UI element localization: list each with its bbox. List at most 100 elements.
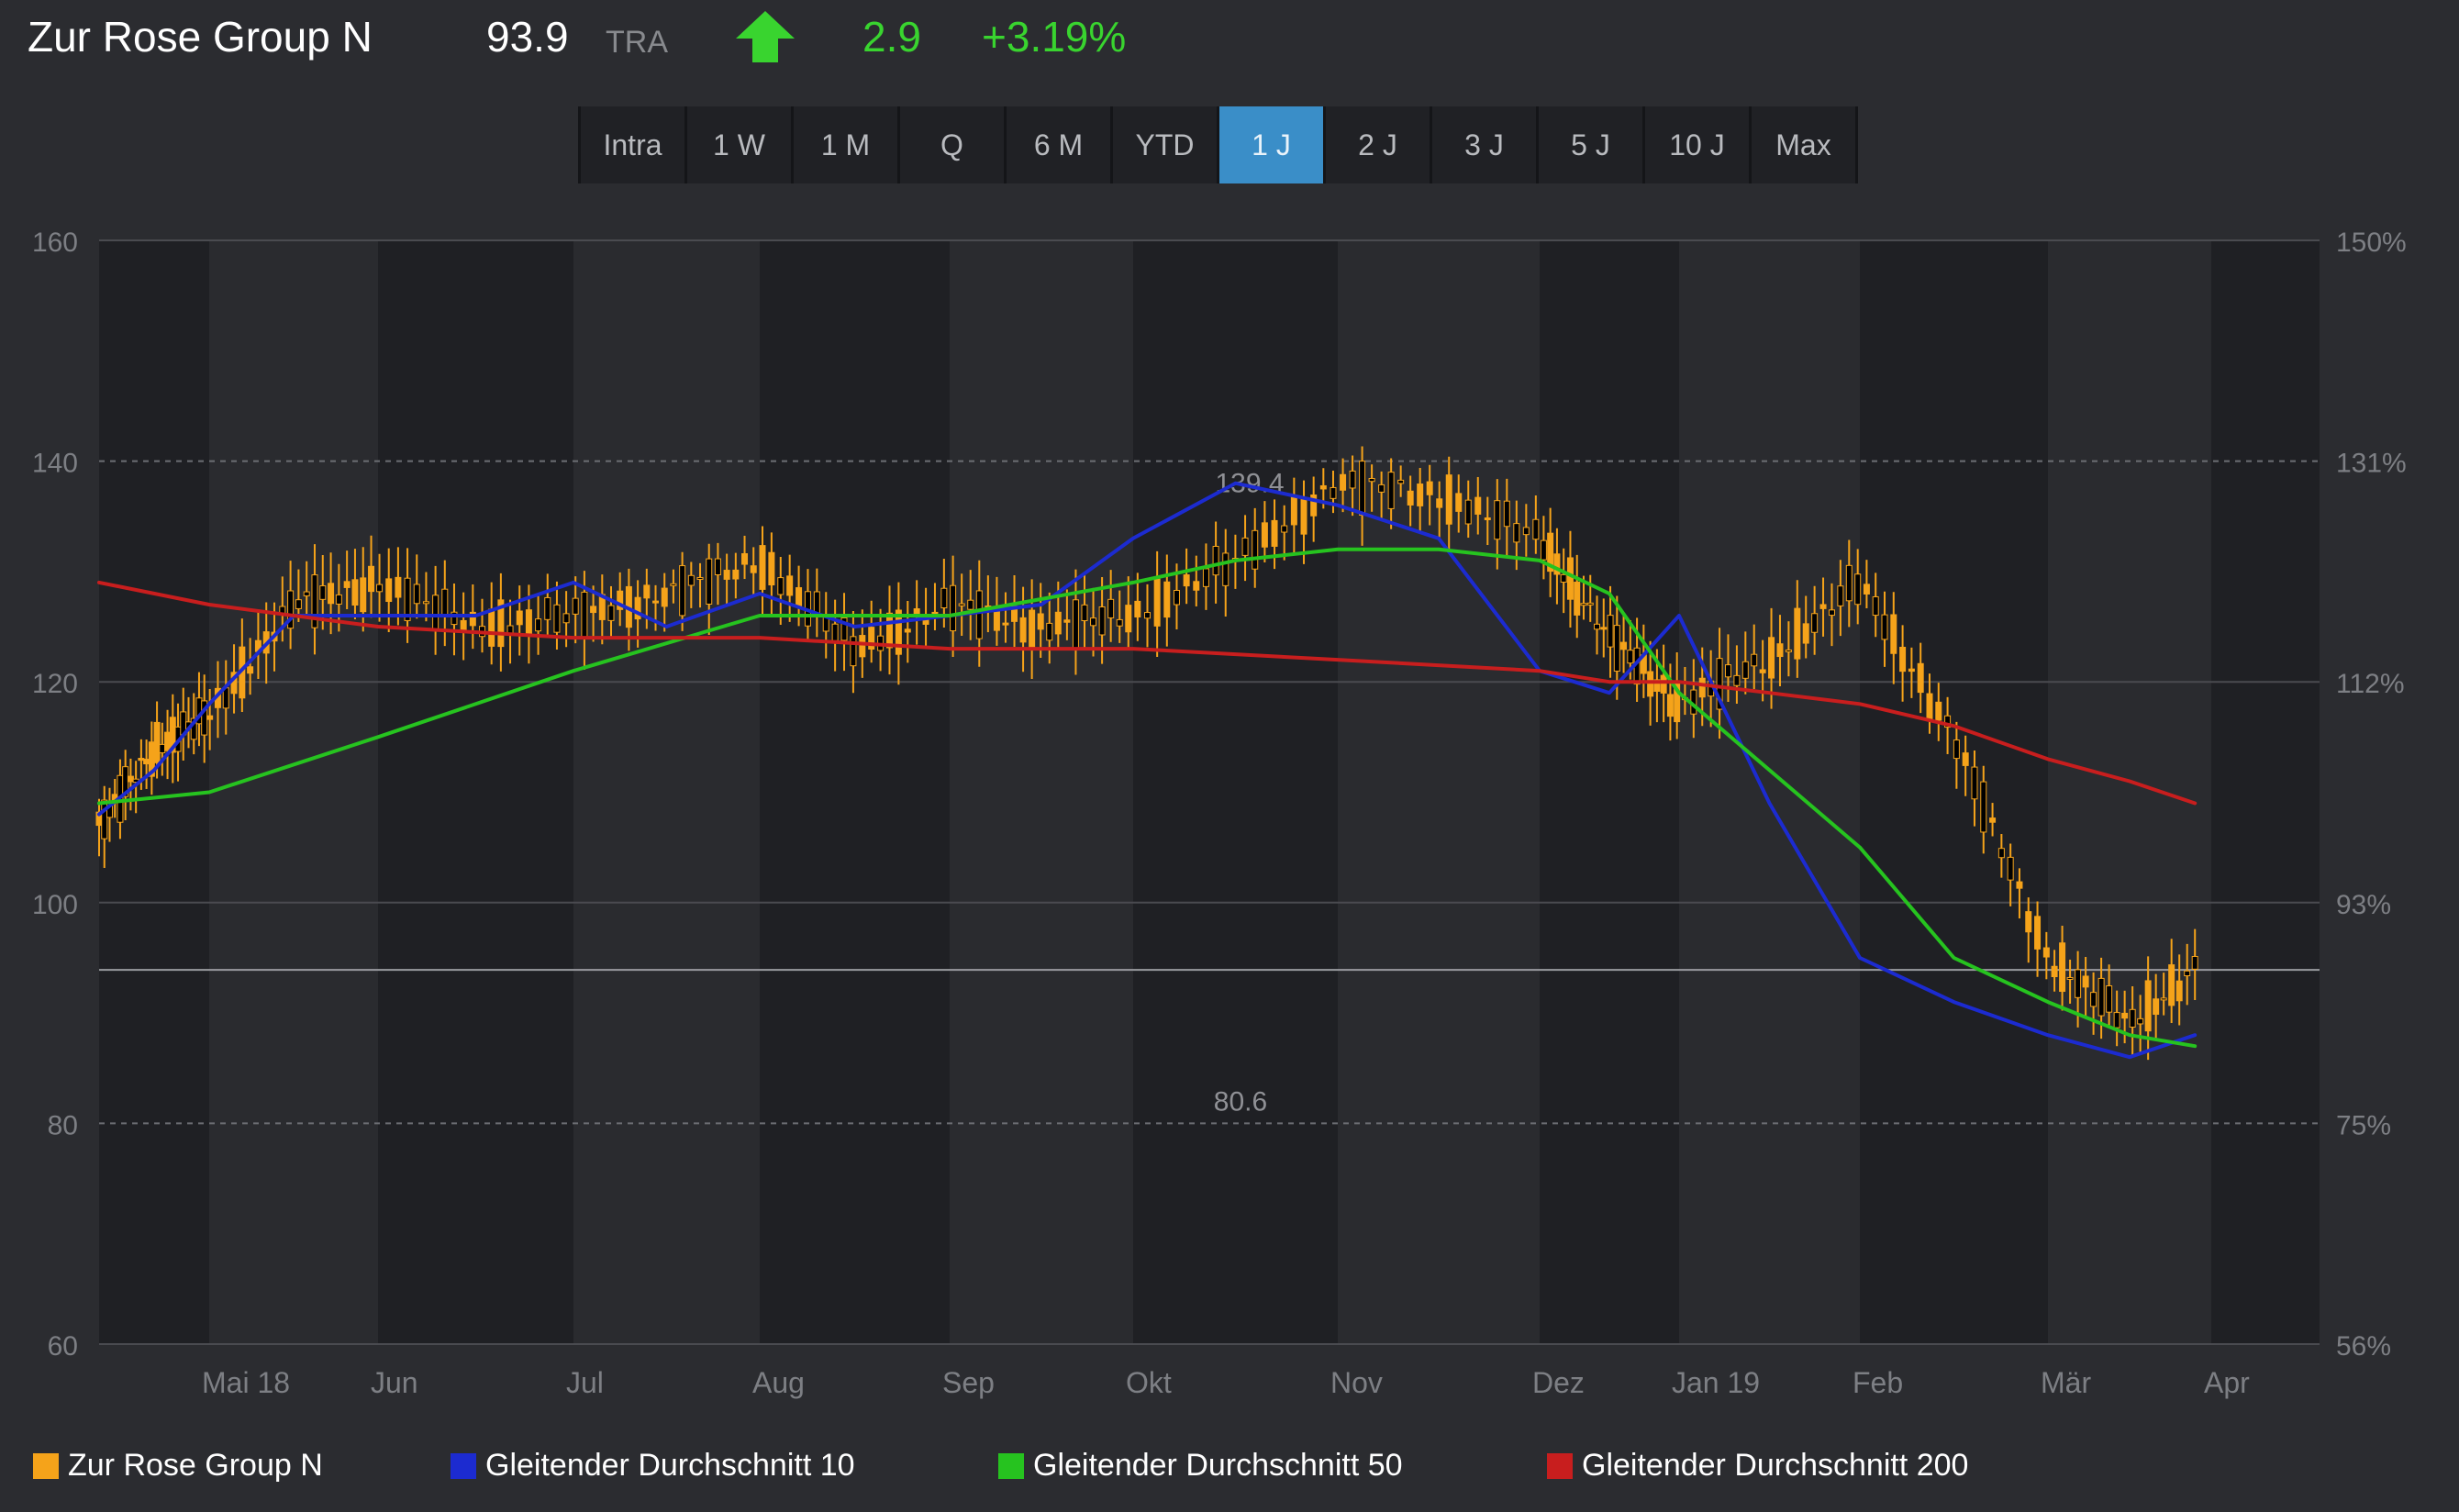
price-candle <box>1281 525 1288 533</box>
price-candle <box>1426 481 1433 495</box>
price-candle <box>840 617 848 641</box>
price-candle <box>831 623 839 641</box>
price-candle <box>1081 604 1088 622</box>
price-candle <box>850 636 857 667</box>
price-candle <box>885 612 893 649</box>
tab-5j[interactable]: 5 J <box>1539 106 1642 183</box>
price-candle <box>1666 694 1674 717</box>
price-candle <box>351 579 359 606</box>
price-candle <box>940 587 948 609</box>
price-candle <box>1046 622 1053 641</box>
tab-10j[interactable]: 10 J <box>1645 106 1749 183</box>
legend-item[interactable]: Gleitender Durchschnitt 50 <box>998 1448 1403 1484</box>
price-candle <box>1917 662 1924 694</box>
tab-1j[interactable]: 1 J <box>1219 106 1323 183</box>
price-candle <box>1143 612 1151 619</box>
price-candle <box>958 603 965 606</box>
legend-label: Gleitender Durchschnitt 200 <box>1582 1448 1969 1483</box>
price-candle <box>1724 664 1731 678</box>
price-candle <box>1037 613 1044 630</box>
price-candle <box>2066 976 2074 980</box>
price-candle <box>1054 611 1062 635</box>
price-candle <box>1627 650 1634 664</box>
price-candle <box>328 583 335 605</box>
tab-6m[interactable]: 6 M <box>1007 106 1110 183</box>
y-tick-label-left: 140 <box>32 449 78 479</box>
price-candle <box>2051 965 2058 978</box>
legend-item[interactable]: Gleitender Durchschnitt 10 <box>451 1448 855 1484</box>
price-candle <box>127 775 134 783</box>
x-tick-label: Apr <box>2204 1366 2250 1399</box>
tab-1m[interactable]: 1 M <box>794 106 897 183</box>
price-candle <box>469 611 476 627</box>
price-candle <box>1751 653 1758 667</box>
price-candle <box>950 584 957 632</box>
price-candle <box>1607 615 1614 648</box>
price-candle <box>335 594 342 605</box>
price-candle <box>581 591 588 639</box>
price-candle <box>634 596 641 620</box>
price-candle <box>2075 969 2082 998</box>
price-candle <box>1854 573 1862 606</box>
price-candle <box>1802 623 1809 644</box>
last-price: 93.9 <box>486 13 569 61</box>
price-candle <box>2007 856 2014 881</box>
price-candle <box>138 758 145 762</box>
legend-item[interactable]: Zur Rose Group N <box>33 1448 323 1484</box>
price-candle <box>303 591 310 596</box>
y-tick-label-right: 131% <box>2336 449 2407 479</box>
month-band <box>209 240 378 1344</box>
price-change-percent: +3.19% <box>982 13 1127 61</box>
price-candle <box>2137 1017 2144 1025</box>
price-candle <box>1098 606 1106 636</box>
price-candle <box>544 596 551 620</box>
legend-item[interactable]: Gleitender Durchschnitt 200 <box>1547 1448 1968 1484</box>
price-candle <box>617 590 624 610</box>
price-candle <box>1613 625 1620 672</box>
price-candle <box>1580 603 1587 606</box>
price-candle <box>1768 637 1775 679</box>
price-candle <box>706 558 713 605</box>
price-candle <box>1464 499 1472 525</box>
price-candle <box>1330 486 1337 499</box>
price-candle <box>1503 500 1510 528</box>
price-candle <box>2090 992 2097 1007</box>
price-candle <box>368 565 375 593</box>
tab-1w[interactable]: 1 W <box>687 106 791 183</box>
price-candle <box>1359 461 1366 516</box>
tab-q[interactable]: Q <box>900 106 1004 183</box>
legend-label: Gleitender Durchschnitt 10 <box>485 1448 855 1483</box>
price-candle <box>904 628 911 633</box>
price-candle <box>1417 484 1424 506</box>
price-candle <box>1881 614 1888 640</box>
price-candle <box>661 587 668 607</box>
price-candle <box>153 721 161 763</box>
instrument-title: Zur Rose Group N <box>28 13 373 61</box>
price-candle <box>1600 627 1608 630</box>
ma-line-50 <box>97 547 2198 1049</box>
price-candle <box>525 609 532 636</box>
tab-intra[interactable]: Intra <box>581 106 684 183</box>
price-candle <box>768 551 775 586</box>
price-candle <box>1647 671 1654 697</box>
price-candle <box>2025 911 2032 933</box>
tab-2j[interactable]: 2 J <box>1326 106 1430 183</box>
y-tick-label-left: 160 <box>32 228 78 258</box>
price-candle <box>1125 605 1132 633</box>
ma-line-200 <box>97 580 2198 806</box>
plot-area <box>99 240 2320 1344</box>
x-tick-label: Aug <box>752 1366 805 1399</box>
y-tick-label-right: 93% <box>2336 890 2391 920</box>
price-candle <box>319 585 327 600</box>
price-candle <box>1944 715 1952 728</box>
tab-ytd[interactable]: YTD <box>1113 106 1217 183</box>
tab-max[interactable]: Max <box>1752 106 1855 183</box>
y-tick-label-right: 75% <box>2336 1110 2391 1140</box>
price-candle <box>1387 472 1395 509</box>
price-candle <box>652 600 660 604</box>
price-candle <box>1072 599 1079 650</box>
price-candle <box>1494 500 1501 540</box>
tab-3j[interactable]: 3 J <box>1432 106 1536 183</box>
price-candle <box>1368 477 1375 483</box>
price-candle <box>1340 473 1347 491</box>
